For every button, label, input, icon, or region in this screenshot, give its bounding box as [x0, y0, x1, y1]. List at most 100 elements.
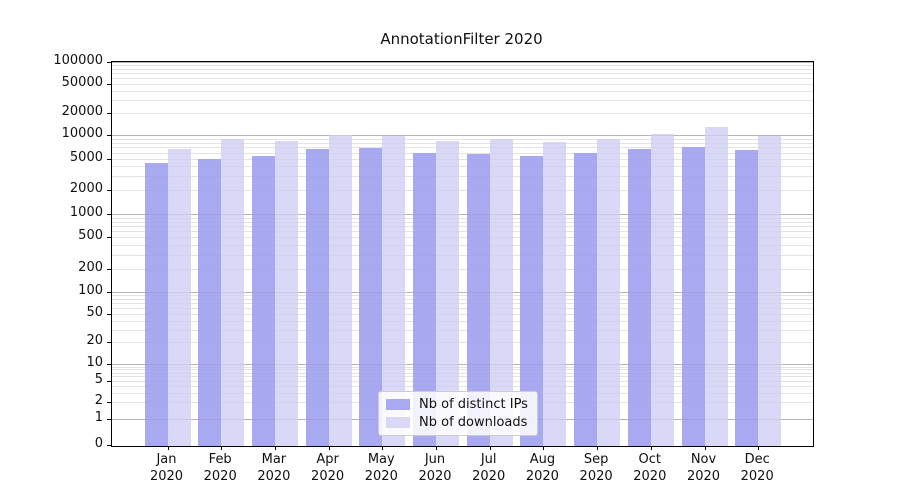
minor-gridline	[112, 231, 813, 233]
y-tick-label: 100	[78, 283, 103, 298]
legend-label-distinct-ips: Nb of distinct IPs	[419, 397, 528, 412]
major-gridline-overlay	[112, 364, 813, 365]
minor-gridline-overlay	[112, 231, 813, 233]
minor-gridline-overlay	[112, 166, 813, 168]
x-tick	[704, 446, 706, 450]
x-tick-label: Dec 2020	[740, 452, 774, 484]
bar-distinct-ips-jul	[466, 153, 490, 446]
bar-downloads-jun	[436, 140, 459, 446]
x-tick	[328, 446, 330, 450]
x-tick	[597, 446, 599, 450]
x-tick	[543, 446, 545, 450]
bar-downloads-jan	[167, 149, 191, 446]
x-tick-label: Apr 2020	[311, 452, 345, 484]
minor-gridline	[112, 221, 813, 223]
y-tick	[107, 268, 111, 270]
minor-gridline	[112, 142, 813, 144]
minor-gridline-overlay	[112, 78, 813, 80]
bar-downloads-apr	[328, 135, 352, 446]
minor-gridline	[112, 158, 813, 160]
minor-gridline-overlay	[112, 307, 813, 309]
minor-gridline	[112, 380, 813, 382]
x-tick	[167, 446, 169, 450]
major-gridline	[112, 135, 813, 136]
x-tick	[436, 446, 437, 450]
minor-gridline	[112, 313, 813, 315]
y-tick	[107, 83, 111, 85]
y-tick	[107, 158, 111, 160]
minor-gridline	[112, 254, 813, 256]
x-tick-label: Jan 2020	[149, 452, 184, 484]
minor-gridline-overlay	[112, 226, 813, 228]
minor-gridline-overlay	[112, 221, 813, 223]
bar-distinct-ips-apr	[305, 148, 329, 446]
minor-gridline-overlay	[112, 380, 813, 382]
minor-gridline-overlay	[112, 369, 813, 371]
minor-gridline	[112, 298, 813, 300]
y-tick-label: 50	[86, 304, 103, 320]
minor-gridline	[112, 307, 813, 309]
minor-gridline	[112, 83, 813, 85]
y-tick	[107, 62, 111, 63]
minor-gridline	[112, 295, 813, 297]
y-tick-label: 5	[94, 371, 103, 387]
y-tick-label: 20000	[61, 104, 103, 120]
major-gridline-overlay	[112, 62, 813, 63]
minor-gridline-overlay	[112, 73, 813, 75]
y-tick	[107, 445, 111, 446]
minor-gridline	[112, 237, 813, 239]
legend-item-distinct-ips: Nb of distinct IPs	[386, 397, 528, 412]
x-tick-label: Jul 2020	[472, 452, 506, 484]
minor-gridline	[112, 226, 813, 228]
minor-gridline	[112, 176, 813, 178]
y-tick	[107, 364, 111, 365]
y-tick-label: 50000	[61, 74, 103, 90]
minor-gridline-overlay	[112, 366, 813, 368]
x-tick	[758, 446, 760, 450]
legend-label-downloads: Nb of downloads	[419, 415, 528, 430]
x-tick-label: Aug 2020	[525, 452, 559, 484]
minor-gridline	[112, 385, 813, 387]
minor-gridline	[112, 329, 813, 331]
minor-gridline-overlay	[112, 158, 813, 160]
minor-gridline-overlay	[112, 254, 813, 256]
y-tick	[107, 214, 111, 215]
minor-gridline-overlay	[112, 372, 813, 374]
major-gridline-overlay	[112, 292, 813, 293]
minor-gridline	[112, 91, 813, 93]
bar-downloads-sep	[597, 138, 621, 446]
x-tick-label: Mar 2020	[257, 452, 291, 484]
bar-downloads-dec	[758, 136, 782, 446]
y-tick-label: 1000	[69, 205, 103, 220]
bar-downloads-nov	[704, 126, 728, 446]
x-tick-label: Oct 2020	[633, 452, 667, 484]
y-tick-label: 500	[78, 228, 103, 244]
minor-gridline-overlay	[112, 176, 813, 178]
bar-distinct-ips-jun	[413, 152, 436, 446]
minor-gridline	[112, 138, 813, 140]
minor-gridline-overlay	[112, 295, 813, 297]
minor-gridline-overlay	[112, 320, 813, 322]
minor-gridline	[112, 166, 813, 168]
bar-distinct-ips-aug	[520, 156, 544, 446]
bar-distinct-ips-jan	[144, 163, 168, 446]
minor-gridline	[112, 342, 813, 344]
legend-item-downloads: Nb of downloads	[386, 415, 528, 430]
y-tick	[107, 135, 111, 136]
minor-gridline-overlay	[112, 65, 813, 67]
minor-gridline	[112, 78, 813, 80]
major-gridline-overlay	[112, 214, 813, 215]
minor-gridline-overlay	[112, 113, 813, 115]
minor-gridline-overlay	[112, 376, 813, 378]
minor-gridline-overlay	[112, 69, 813, 71]
y-tick-label: 200	[78, 259, 103, 275]
minor-gridline-overlay	[112, 298, 813, 300]
minor-gridline-overlay	[112, 268, 813, 270]
x-tick	[489, 446, 491, 450]
minor-gridline-overlay	[112, 152, 813, 154]
bar-distinct-ips-mar	[251, 156, 275, 446]
y-tick-label: 20	[86, 333, 103, 349]
y-tick	[107, 292, 111, 293]
minor-gridline-overlay	[112, 147, 813, 149]
